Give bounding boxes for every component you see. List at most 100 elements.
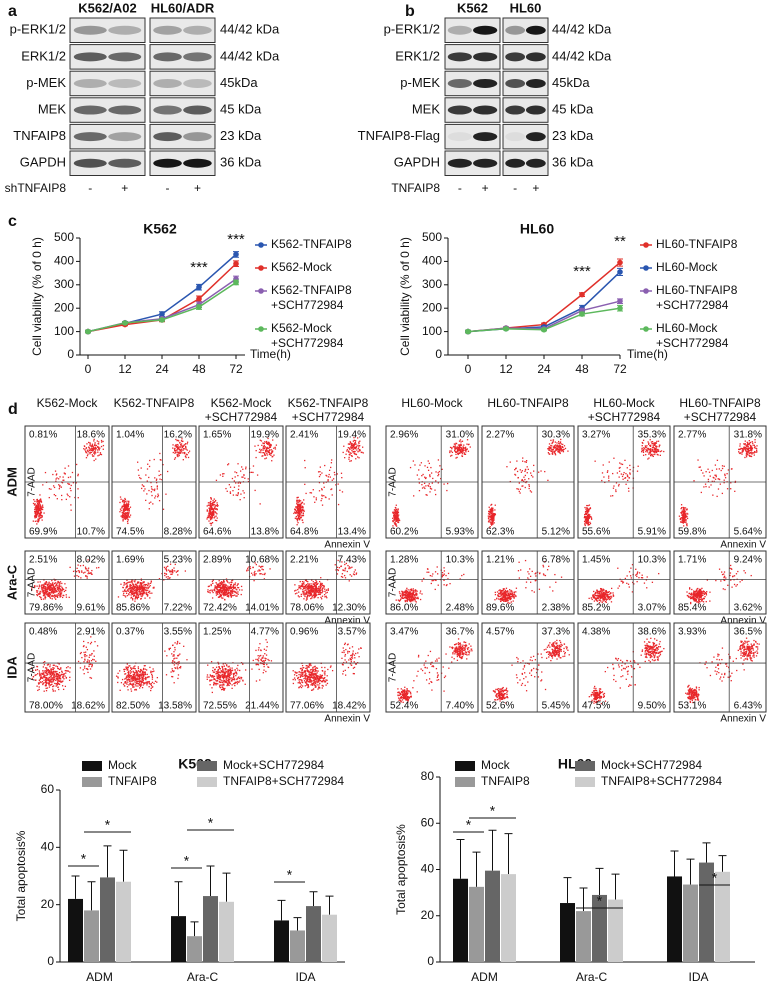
- event-dot: [94, 442, 96, 444]
- event-dot: [492, 516, 494, 519]
- event-dot: [208, 513, 210, 516]
- event-dot: [228, 484, 230, 486]
- event-dot: [44, 586, 47, 588]
- event-dot: [121, 507, 123, 509]
- event-dot: [125, 508, 128, 511]
- event-dot: [353, 436, 355, 439]
- event-dot: [121, 505, 123, 508]
- event-dot: [304, 467, 306, 469]
- event-dot: [262, 569, 264, 571]
- event-dot: [584, 506, 586, 509]
- event-dot: [43, 675, 45, 678]
- event-dot: [337, 483, 339, 485]
- event-dot: [86, 450, 89, 452]
- event-dot: [319, 584, 321, 587]
- event-dot: [308, 676, 310, 678]
- event-dot: [454, 447, 456, 449]
- event-dot: [59, 674, 62, 676]
- event-dot: [300, 516, 303, 518]
- event-dot: [119, 511, 121, 513]
- event-dot: [308, 664, 311, 666]
- event-dot: [345, 562, 348, 565]
- event-dot: [257, 664, 260, 666]
- event-dot: [58, 592, 60, 594]
- event-dot: [58, 586, 61, 588]
- event-dot: [259, 439, 261, 441]
- event-dot: [264, 454, 266, 457]
- event-dot: [231, 667, 233, 669]
- event-dot: [149, 585, 151, 587]
- event-dot: [301, 583, 304, 586]
- event-dot: [418, 469, 420, 471]
- event-dot: [334, 564, 336, 566]
- event-dot: [211, 580, 214, 583]
- event-dot: [138, 588, 140, 590]
- event-dot: [178, 454, 180, 457]
- event-dot: [221, 597, 223, 599]
- event-dot: [37, 593, 39, 595]
- event-dot: [550, 444, 552, 447]
- event-dot: [296, 502, 298, 505]
- event-dot: [247, 478, 249, 480]
- event-dot: [165, 573, 167, 575]
- event-dot: [210, 511, 213, 513]
- event-dot: [218, 586, 220, 589]
- event-dot: [342, 451, 344, 454]
- event-dot: [228, 681, 230, 683]
- blot-size: 45 kDa: [552, 101, 594, 116]
- event-dot: [234, 671, 237, 673]
- event-dot: [320, 586, 322, 588]
- event-dot: [302, 675, 304, 677]
- event-dot: [46, 587, 48, 589]
- event-dot: [41, 677, 43, 680]
- event-dot: [97, 443, 99, 445]
- event-dot: [224, 676, 226, 678]
- event-dot: [147, 585, 149, 587]
- event-dot: [43, 670, 45, 672]
- event-dot: [519, 488, 522, 490]
- event-dot: [183, 444, 185, 446]
- event-dot: [426, 466, 429, 469]
- event-dot: [298, 586, 300, 588]
- event-dot: [220, 591, 223, 593]
- event-dot: [395, 509, 397, 512]
- event-dot: [314, 596, 317, 598]
- event-dot: [68, 679, 71, 681]
- blot-row-label: MEK: [38, 101, 67, 116]
- event-dot: [228, 676, 230, 678]
- event-dot: [554, 453, 556, 455]
- event-dot: [494, 509, 496, 511]
- event-dot: [260, 659, 263, 661]
- event-dot: [308, 673, 310, 675]
- event-dot: [131, 680, 133, 682]
- blot-band: [505, 132, 526, 142]
- event-dot: [315, 589, 318, 591]
- event-dot: [128, 508, 131, 510]
- event-dot: [35, 514, 37, 516]
- event-dot: [292, 682, 295, 685]
- event-dot: [232, 673, 235, 676]
- event-dot: [397, 519, 399, 522]
- event-dot: [210, 500, 212, 503]
- event-dot: [264, 657, 266, 659]
- event-dot: [39, 517, 42, 519]
- event-dot: [212, 591, 214, 594]
- event-dot: [93, 659, 95, 661]
- event-dot: [252, 566, 254, 569]
- event-dot: [34, 515, 36, 517]
- event-dot: [42, 590, 45, 592]
- event-dot: [66, 493, 68, 495]
- event-dot: [350, 654, 352, 657]
- event-dot: [44, 596, 47, 599]
- event-dot: [455, 451, 457, 453]
- event-dot: [318, 687, 320, 689]
- event-dot: [147, 582, 149, 584]
- event-dot: [346, 450, 348, 452]
- event-dot: [228, 670, 230, 672]
- event-dot: [259, 448, 261, 450]
- event-dot: [258, 569, 260, 571]
- event-dot: [214, 511, 217, 513]
- event-dot: [310, 591, 312, 594]
- event-dot: [210, 517, 212, 519]
- flow-column-title: K562-TNFAIP8 +SCH772984: [288, 396, 369, 424]
